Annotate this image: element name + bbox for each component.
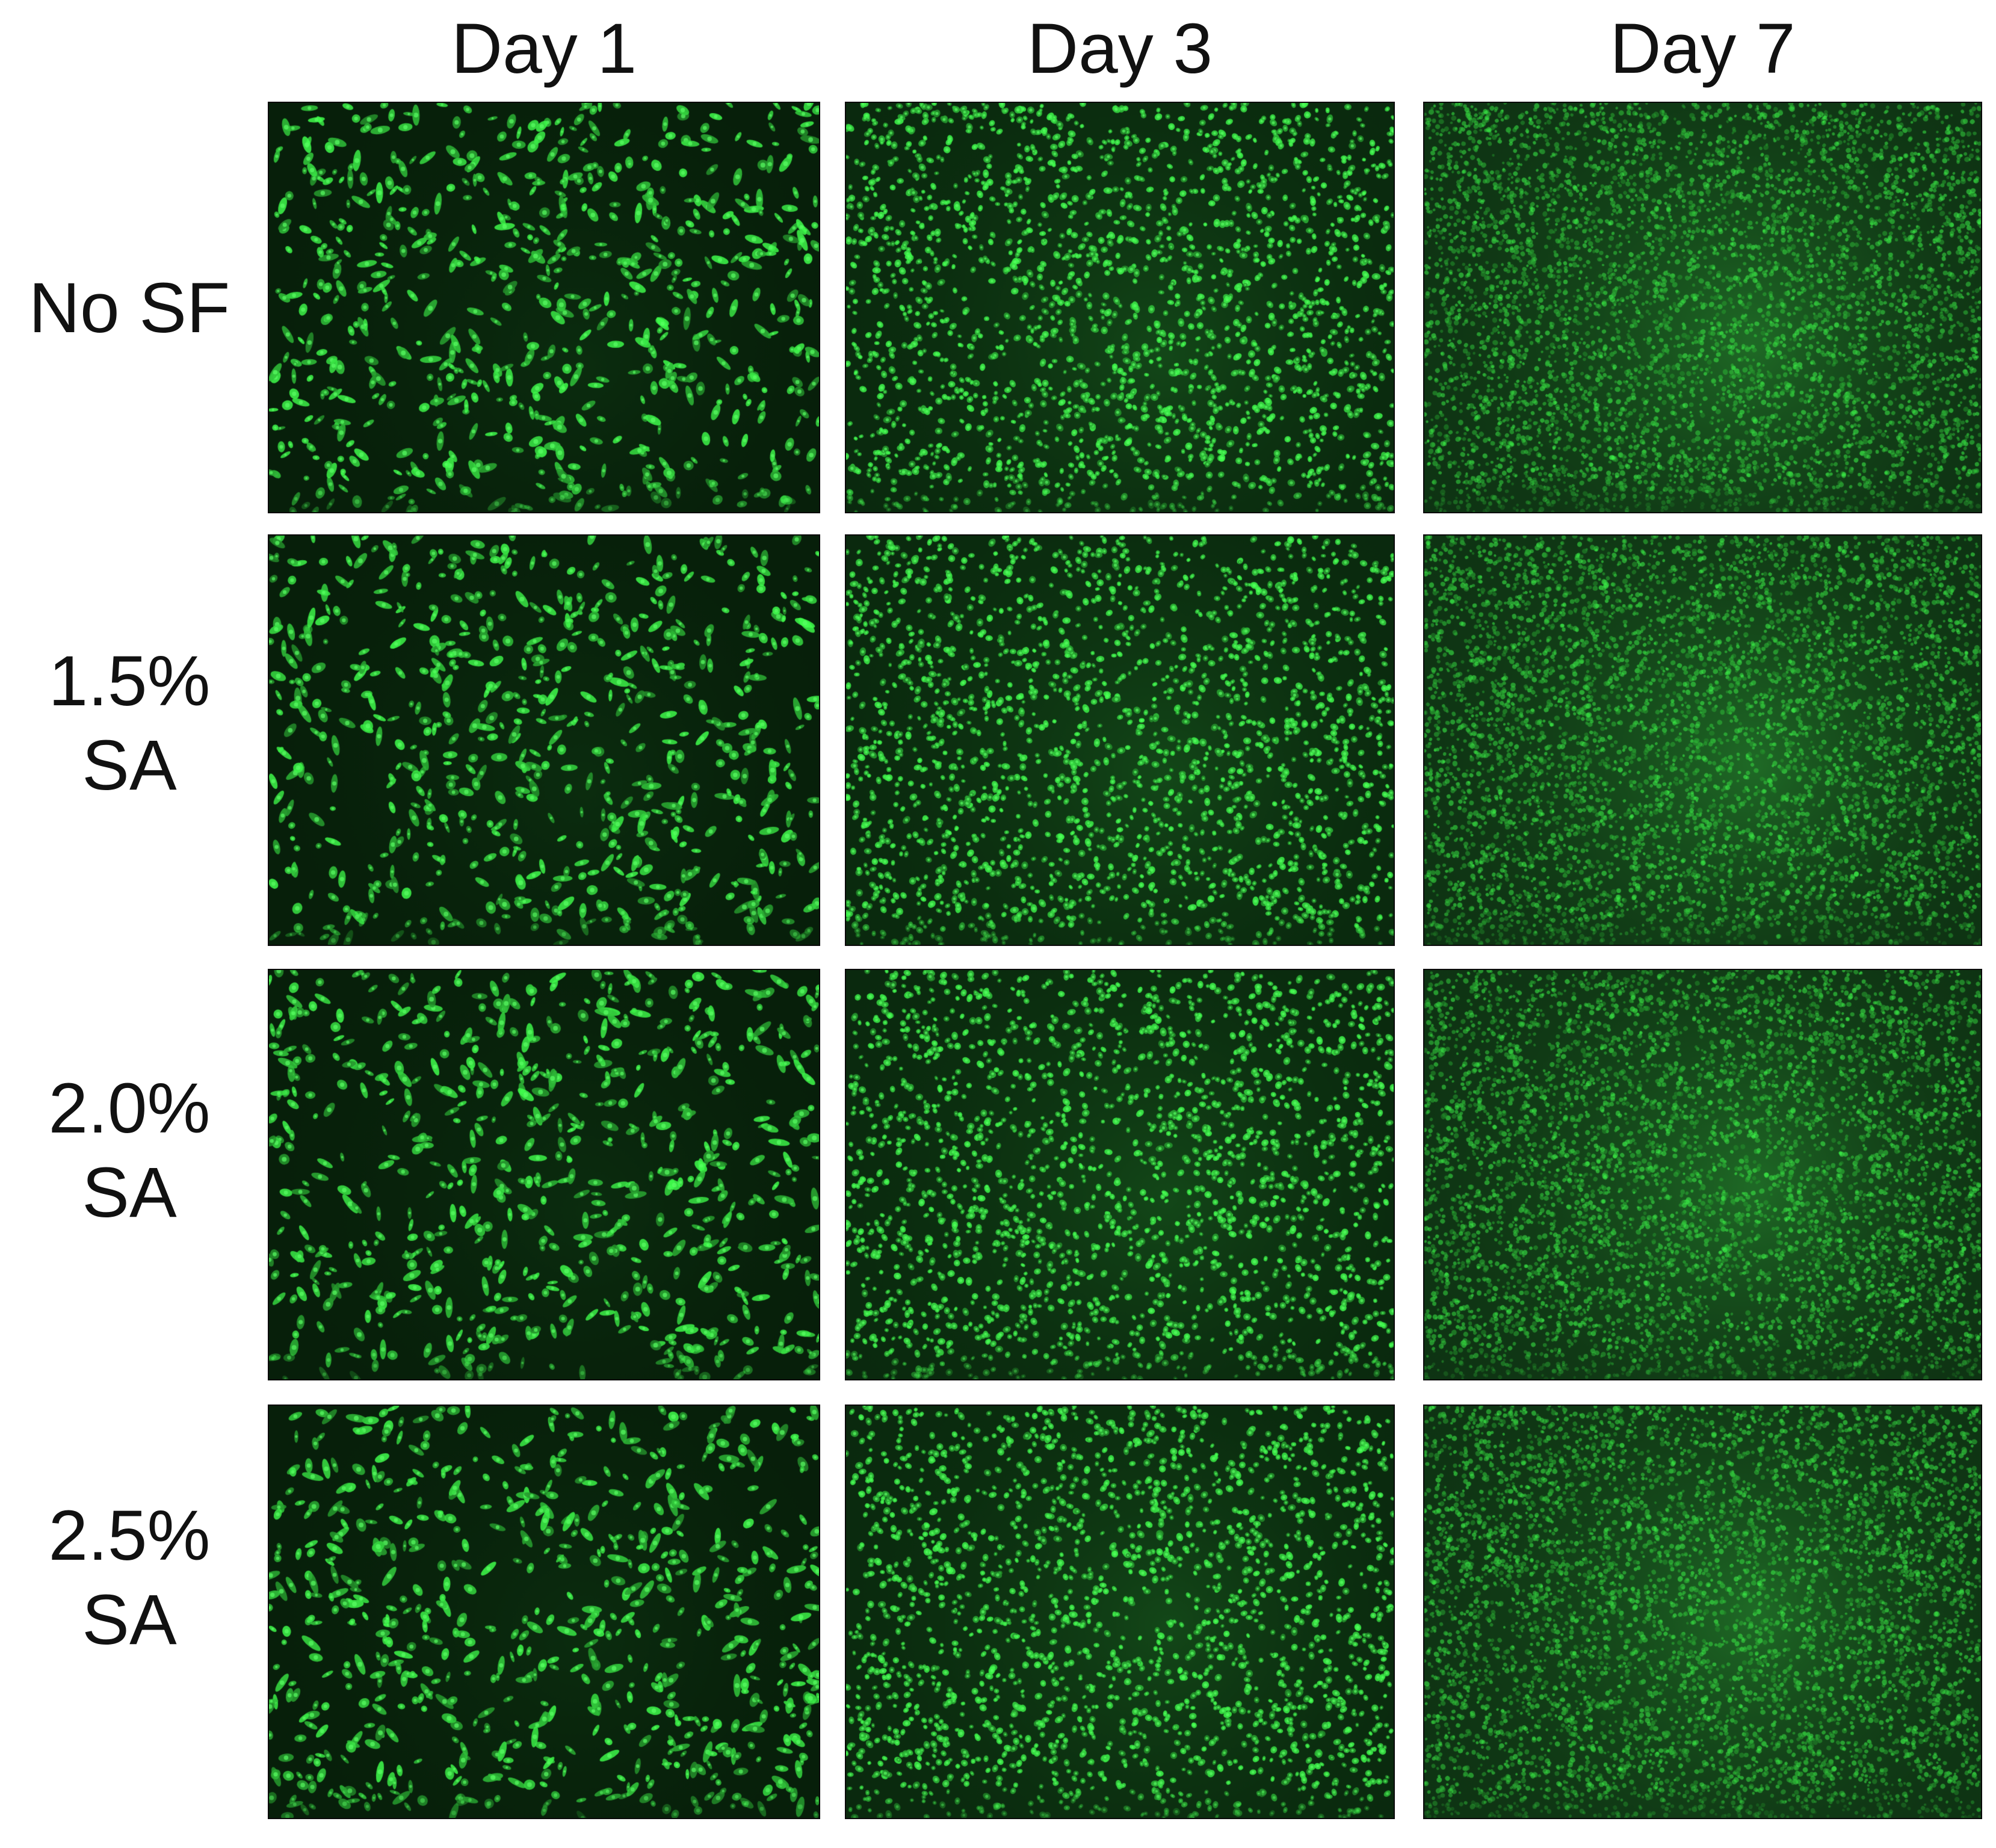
row-label-no-sf: No SF bbox=[0, 266, 259, 350]
micrograph-image bbox=[846, 970, 1394, 1379]
row-label-2-0-sa: 2.0% SA bbox=[0, 1066, 259, 1235]
micrograph-image bbox=[846, 1406, 1394, 1818]
row-label-line: SA bbox=[82, 1153, 177, 1232]
micrograph-1-5-sa-day-3 bbox=[845, 534, 1395, 946]
column-header-day-7: Day 7 bbox=[1610, 9, 1796, 88]
micrograph-no-sf-day-3 bbox=[845, 102, 1395, 513]
column-header-day-1: Day 1 bbox=[451, 9, 637, 88]
micrograph-image bbox=[846, 536, 1394, 945]
row-label-2-5-sa: 2.5% SA bbox=[0, 1494, 259, 1662]
micrograph-image bbox=[269, 970, 819, 1379]
column-header-day-3: Day 3 bbox=[1027, 9, 1213, 88]
row-label-line: 2.0% bbox=[48, 1069, 211, 1148]
row-label-line: 2.5% bbox=[48, 1496, 211, 1575]
micrograph-image bbox=[1424, 103, 1981, 512]
micrograph-image bbox=[846, 103, 1394, 512]
micrograph-1-5-sa-day-7 bbox=[1423, 534, 1982, 946]
micrograph-2-0-sa-day-3 bbox=[845, 969, 1395, 1380]
micrograph-image bbox=[1424, 1406, 1981, 1818]
micrograph-image bbox=[269, 1406, 819, 1818]
micrograph-image bbox=[1424, 970, 1981, 1379]
micrograph-2-5-sa-day-7 bbox=[1423, 1405, 1982, 1819]
micrograph-image bbox=[1424, 536, 1981, 945]
micrograph-image bbox=[269, 103, 819, 512]
row-label-1-5-sa: 1.5% SA bbox=[0, 639, 259, 808]
micrograph-2-0-sa-day-1 bbox=[268, 969, 820, 1380]
micrograph-no-sf-day-7 bbox=[1423, 102, 1982, 513]
micrograph-2-5-sa-day-3 bbox=[845, 1405, 1395, 1819]
micrograph-image bbox=[269, 536, 819, 945]
row-label-line: SA bbox=[82, 726, 177, 805]
micrograph-1-5-sa-day-1 bbox=[268, 534, 820, 946]
row-label-line: SA bbox=[82, 1580, 177, 1660]
micrograph-2-0-sa-day-7 bbox=[1423, 969, 1982, 1380]
micrograph-no-sf-day-1 bbox=[268, 102, 820, 513]
row-label-line: No SF bbox=[28, 268, 230, 348]
micrograph-2-5-sa-day-1 bbox=[268, 1405, 820, 1819]
row-label-line: 1.5% bbox=[48, 641, 211, 721]
